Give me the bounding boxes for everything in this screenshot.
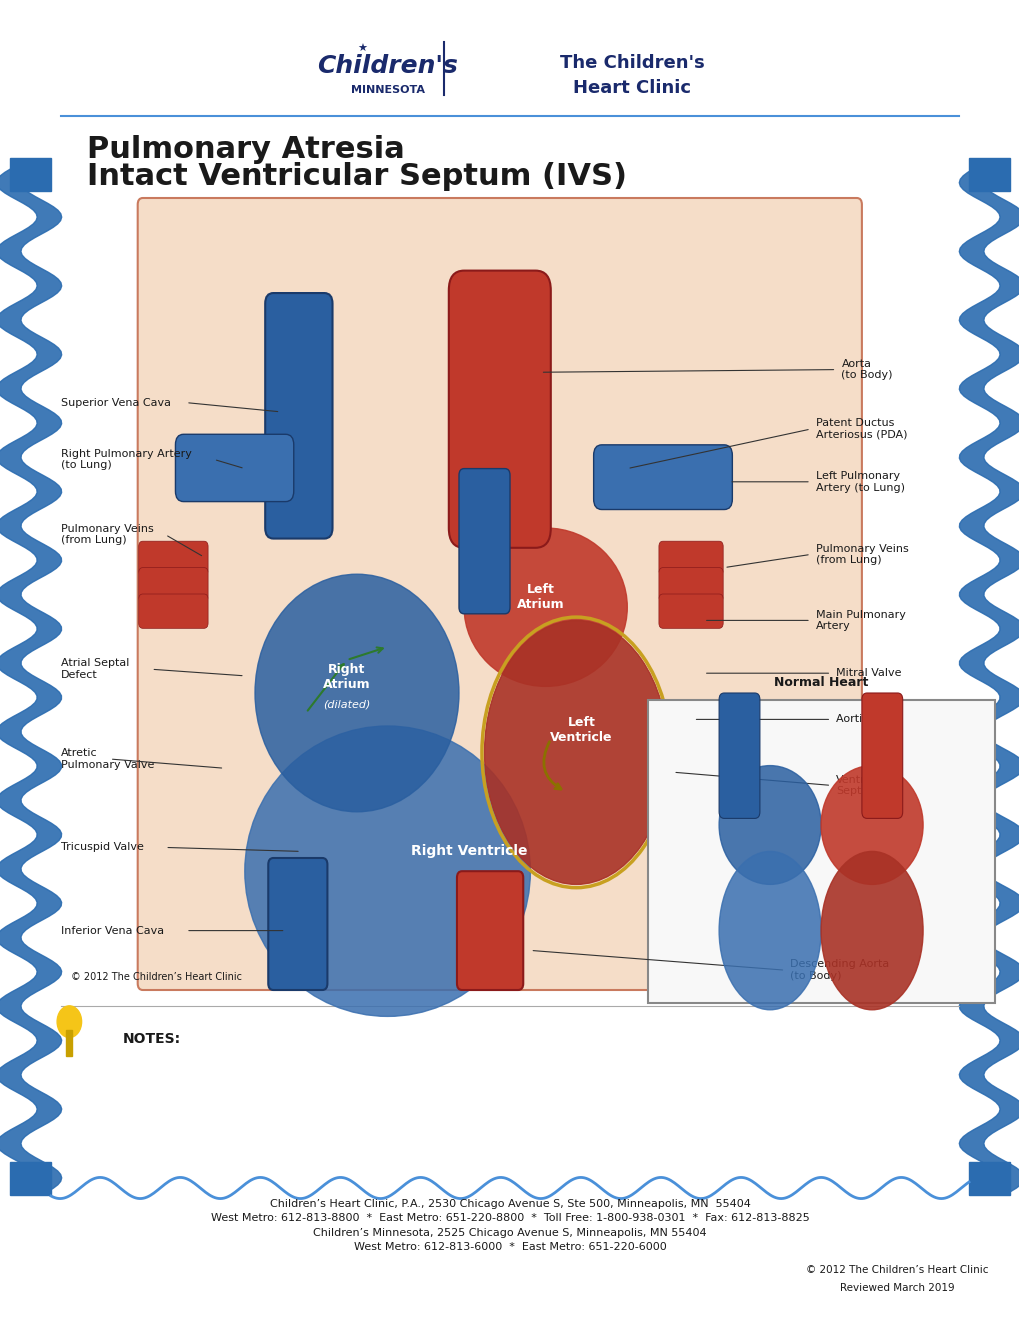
FancyBboxPatch shape [175, 434, 293, 502]
FancyBboxPatch shape [138, 198, 861, 990]
Text: Superior Vena Cava: Superior Vena Cava [61, 397, 171, 408]
Text: Pulmonary Atresia: Pulmonary Atresia [87, 135, 405, 164]
Ellipse shape [245, 726, 530, 1016]
FancyBboxPatch shape [459, 469, 510, 614]
FancyBboxPatch shape [718, 693, 759, 818]
Text: Children's: Children's [317, 54, 458, 78]
Bar [66, 1030, 72, 1056]
Text: Tricuspid Valve: Tricuspid Valve [61, 842, 144, 853]
Text: Atretic
Pulmonary Valve: Atretic Pulmonary Valve [61, 748, 155, 770]
Text: Mitral Valve: Mitral Valve [836, 668, 901, 678]
Text: Main Pulmonary
Artery: Main Pulmonary Artery [815, 610, 905, 631]
Text: Descending Aorta
(to Body): Descending Aorta (to Body) [790, 960, 889, 981]
Ellipse shape [255, 574, 459, 812]
FancyBboxPatch shape [658, 568, 722, 602]
Bar [968, 158, 1009, 191]
Ellipse shape [820, 766, 922, 884]
FancyBboxPatch shape [139, 568, 208, 602]
Text: The Children's: The Children's [559, 54, 704, 73]
FancyBboxPatch shape [658, 541, 722, 576]
FancyBboxPatch shape [457, 871, 523, 990]
FancyBboxPatch shape [861, 693, 902, 818]
Ellipse shape [464, 528, 627, 686]
Text: Intact Ventricular Septum (IVS): Intact Ventricular Septum (IVS) [87, 162, 626, 191]
FancyBboxPatch shape [593, 445, 732, 510]
FancyBboxPatch shape [268, 858, 327, 990]
Text: Left Pulmonary
Artery (to Lung): Left Pulmonary Artery (to Lung) [815, 471, 904, 492]
Text: Children’s Heart Clinic, P.A., 2530 Chicago Avenue S, Ste 500, Minneapolis, MN  : Children’s Heart Clinic, P.A., 2530 Chic… [269, 1199, 750, 1209]
Ellipse shape [718, 766, 820, 884]
Text: Reviewed March 2019: Reviewed March 2019 [840, 1283, 954, 1294]
Circle shape [57, 1006, 82, 1038]
Text: NOTES:: NOTES: [122, 1032, 180, 1045]
Text: MINNESOTA: MINNESOTA [351, 84, 424, 95]
Bar [10, 158, 51, 191]
FancyBboxPatch shape [647, 700, 994, 1003]
Text: Left
Atrium: Left Atrium [517, 582, 564, 611]
Text: Right
Atrium: Right Atrium [323, 663, 370, 692]
Bar [10, 1162, 51, 1195]
FancyBboxPatch shape [658, 594, 722, 628]
Text: Heart Clinic: Heart Clinic [573, 79, 691, 98]
Text: Children’s Minnesota, 2525 Chicago Avenue S, Minneapolis, MN 55404: Children’s Minnesota, 2525 Chicago Avenu… [313, 1228, 706, 1238]
Text: Pulmonary Veins
(from Lung): Pulmonary Veins (from Lung) [815, 544, 908, 565]
Text: Ventricular
Septum: Ventricular Septum [836, 775, 897, 796]
Text: Inferior Vena Cava: Inferior Vena Cava [61, 925, 164, 936]
Text: Right Pulmonary Artery
(to Lung): Right Pulmonary Artery (to Lung) [61, 449, 192, 470]
Text: © 2012 The Children’s Heart Clinic: © 2012 The Children’s Heart Clinic [806, 1265, 987, 1275]
Text: West Metro: 612-813-6000  *  East Metro: 651-220-6000: West Metro: 612-813-6000 * East Metro: 6… [354, 1242, 665, 1253]
Ellipse shape [718, 851, 820, 1010]
Text: Normal Heart: Normal Heart [773, 676, 867, 689]
Ellipse shape [820, 851, 922, 1010]
Text: Patent Ductus
Arteriosus (PDA): Patent Ductus Arteriosus (PDA) [815, 418, 907, 440]
FancyBboxPatch shape [139, 541, 208, 576]
Text: Left
Ventricle: Left Ventricle [549, 715, 612, 744]
FancyBboxPatch shape [139, 594, 208, 628]
Text: (dilated): (dilated) [323, 700, 370, 710]
Bar [968, 1162, 1009, 1195]
Text: West Metro: 612-813-8800  *  East Metro: 651-220-8800  *  Toll Free: 1-800-938-0: West Metro: 612-813-8800 * East Metro: 6… [210, 1213, 809, 1224]
Text: ★: ★ [357, 44, 367, 54]
Text: Right Ventricle: Right Ventricle [411, 845, 527, 858]
Text: Atrial Septal
Defect: Atrial Septal Defect [61, 659, 129, 680]
Text: © 2012 The Children’s Heart Clinic: © 2012 The Children’s Heart Clinic [71, 972, 243, 982]
Text: Aorta
(to Body): Aorta (to Body) [841, 359, 892, 380]
Text: Pulmonary Veins
(from Lung): Pulmonary Veins (from Lung) [61, 524, 154, 545]
FancyBboxPatch shape [265, 293, 332, 539]
Ellipse shape [484, 620, 667, 884]
FancyBboxPatch shape [448, 271, 550, 548]
Text: Aortic Valve: Aortic Valve [836, 714, 902, 725]
